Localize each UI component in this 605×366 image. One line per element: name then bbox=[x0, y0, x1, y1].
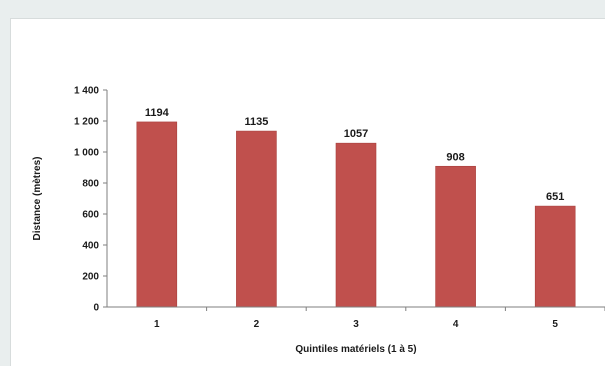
bar-value-label: 1135 bbox=[244, 116, 268, 128]
x-tick-label: 4 bbox=[453, 319, 459, 330]
y-tick-label: 1 000 bbox=[74, 148, 99, 159]
y-axis-ticks: 0 200 400 600 800 1 000 1 200 1 400 bbox=[74, 86, 107, 314]
bar bbox=[236, 130, 277, 308]
y-tick-label: 600 bbox=[82, 210, 99, 221]
bar bbox=[335, 142, 377, 308]
y-tick-label: 800 bbox=[82, 179, 99, 190]
x-tick-label: 1 bbox=[154, 319, 160, 330]
x-tick-label: 5 bbox=[552, 319, 558, 330]
bar bbox=[136, 121, 178, 308]
bar-value-label: 651 bbox=[546, 191, 564, 203]
x-axis-ticks: 1 2 3 4 5 bbox=[154, 307, 605, 330]
y-tick-label: 1 400 bbox=[74, 86, 99, 97]
x-tick-label: 3 bbox=[353, 319, 359, 330]
bar-value-label: 1057 bbox=[344, 128, 368, 140]
bar bbox=[534, 205, 576, 308]
y-tick-label: 400 bbox=[82, 241, 99, 252]
bars-group: 1194 1135 1057 908 651 bbox=[136, 107, 576, 308]
bar-value-label: 908 bbox=[446, 151, 464, 163]
x-axis-title: Quintiles matériels (1 à 5) bbox=[295, 344, 416, 355]
x-tick-label: 2 bbox=[254, 319, 260, 330]
bar-value-label: 1194 bbox=[145, 107, 170, 119]
y-tick-label: 200 bbox=[82, 272, 99, 283]
y-axis-title: Distance (mètres) bbox=[32, 157, 43, 241]
y-tick-label: 0 bbox=[93, 303, 99, 314]
y-tick-label: 1 200 bbox=[74, 117, 99, 128]
bar bbox=[435, 165, 476, 308]
